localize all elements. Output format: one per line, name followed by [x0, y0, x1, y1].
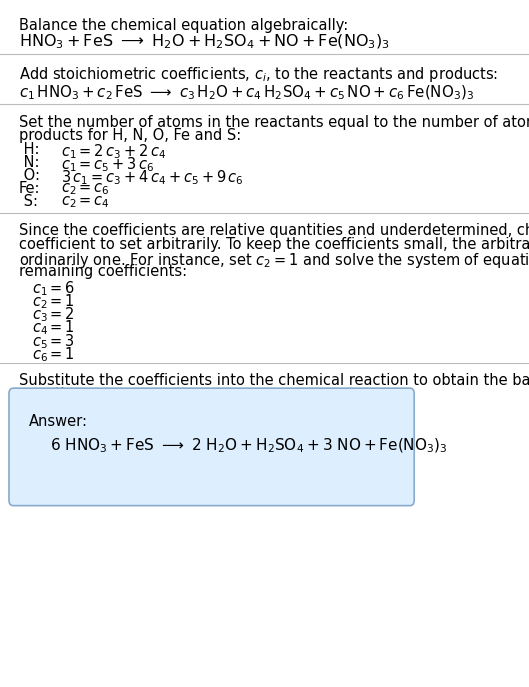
Text: $c_1 = c_5 + 3\,c_6$: $c_1 = c_5 + 3\,c_6$	[61, 155, 154, 174]
Text: Add stoichiometric coefficients, $c_i$, to the reactants and products:: Add stoichiometric coefficients, $c_i$, …	[19, 65, 498, 84]
Text: $3\,c_1 = c_3 + 4\,c_4 + c_5 + 9\,c_6$: $3\,c_1 = c_3 + 4\,c_4 + c_5 + 9\,c_6$	[61, 168, 244, 187]
Text: $c_5 = 3$: $c_5 = 3$	[32, 332, 75, 350]
Text: H:: H:	[19, 142, 39, 157]
Text: $c_1 = 2\,c_3 + 2\,c_4$: $c_1 = 2\,c_3 + 2\,c_4$	[61, 142, 166, 161]
Text: Since the coefficients are relative quantities and underdetermined, choose a: Since the coefficients are relative quan…	[19, 223, 529, 238]
Text: equation:: equation:	[19, 387, 88, 402]
Text: Substitute the coefficients into the chemical reaction to obtain the balanced: Substitute the coefficients into the che…	[19, 373, 529, 388]
Text: $c_2 = c_6$: $c_2 = c_6$	[61, 181, 110, 197]
Text: Fe:: Fe:	[19, 181, 40, 196]
Text: $c_4 = 1$: $c_4 = 1$	[32, 319, 75, 337]
Text: remaining coefficients:: remaining coefficients:	[19, 264, 187, 280]
FancyBboxPatch shape	[9, 388, 414, 506]
Text: Answer:: Answer:	[29, 414, 88, 429]
Text: S:: S:	[19, 194, 38, 210]
Text: $c_1 = 6$: $c_1 = 6$	[32, 280, 75, 298]
Text: Set the number of atoms in the reactants equal to the number of atoms in the: Set the number of atoms in the reactants…	[19, 115, 529, 130]
Text: N:: N:	[19, 155, 39, 170]
Text: products for H, N, O, Fe and S:: products for H, N, O, Fe and S:	[19, 128, 241, 144]
Text: $\mathrm{HNO_3 + FeS\ \longrightarrow\ H_2O + H_2SO_4 + NO + Fe(NO_3)_3}$: $\mathrm{HNO_3 + FeS\ \longrightarrow\ H…	[19, 33, 389, 52]
Text: ordinarily one. For instance, set $c_2 = 1$ and solve the system of equations fo: ordinarily one. For instance, set $c_2 =…	[19, 251, 529, 270]
Text: $c_2 = c_4$: $c_2 = c_4$	[61, 194, 110, 210]
Text: $c_3 = 2$: $c_3 = 2$	[32, 306, 75, 324]
Text: O:: O:	[19, 168, 40, 183]
Text: $c_2 = 1$: $c_2 = 1$	[32, 293, 75, 311]
Text: $c_6 = 1$: $c_6 = 1$	[32, 345, 75, 363]
Text: $c_1\,\mathrm{HNO_3} + c_2\,\mathrm{FeS}\ \longrightarrow\ c_3\,\mathrm{H_2O} + : $c_1\,\mathrm{HNO_3} + c_2\,\mathrm{FeS}…	[19, 83, 473, 102]
Text: Balance the chemical equation algebraically:: Balance the chemical equation algebraica…	[19, 18, 348, 33]
Text: $6\ \mathrm{HNO_3} + \mathrm{FeS}\ \longrightarrow\ 2\ \mathrm{H_2O} + \mathrm{H: $6\ \mathrm{HNO_3} + \mathrm{FeS}\ \long…	[50, 437, 448, 455]
Text: coefficient to set arbitrarily. To keep the coefficients small, the arbitrary va: coefficient to set arbitrarily. To keep …	[19, 237, 529, 252]
